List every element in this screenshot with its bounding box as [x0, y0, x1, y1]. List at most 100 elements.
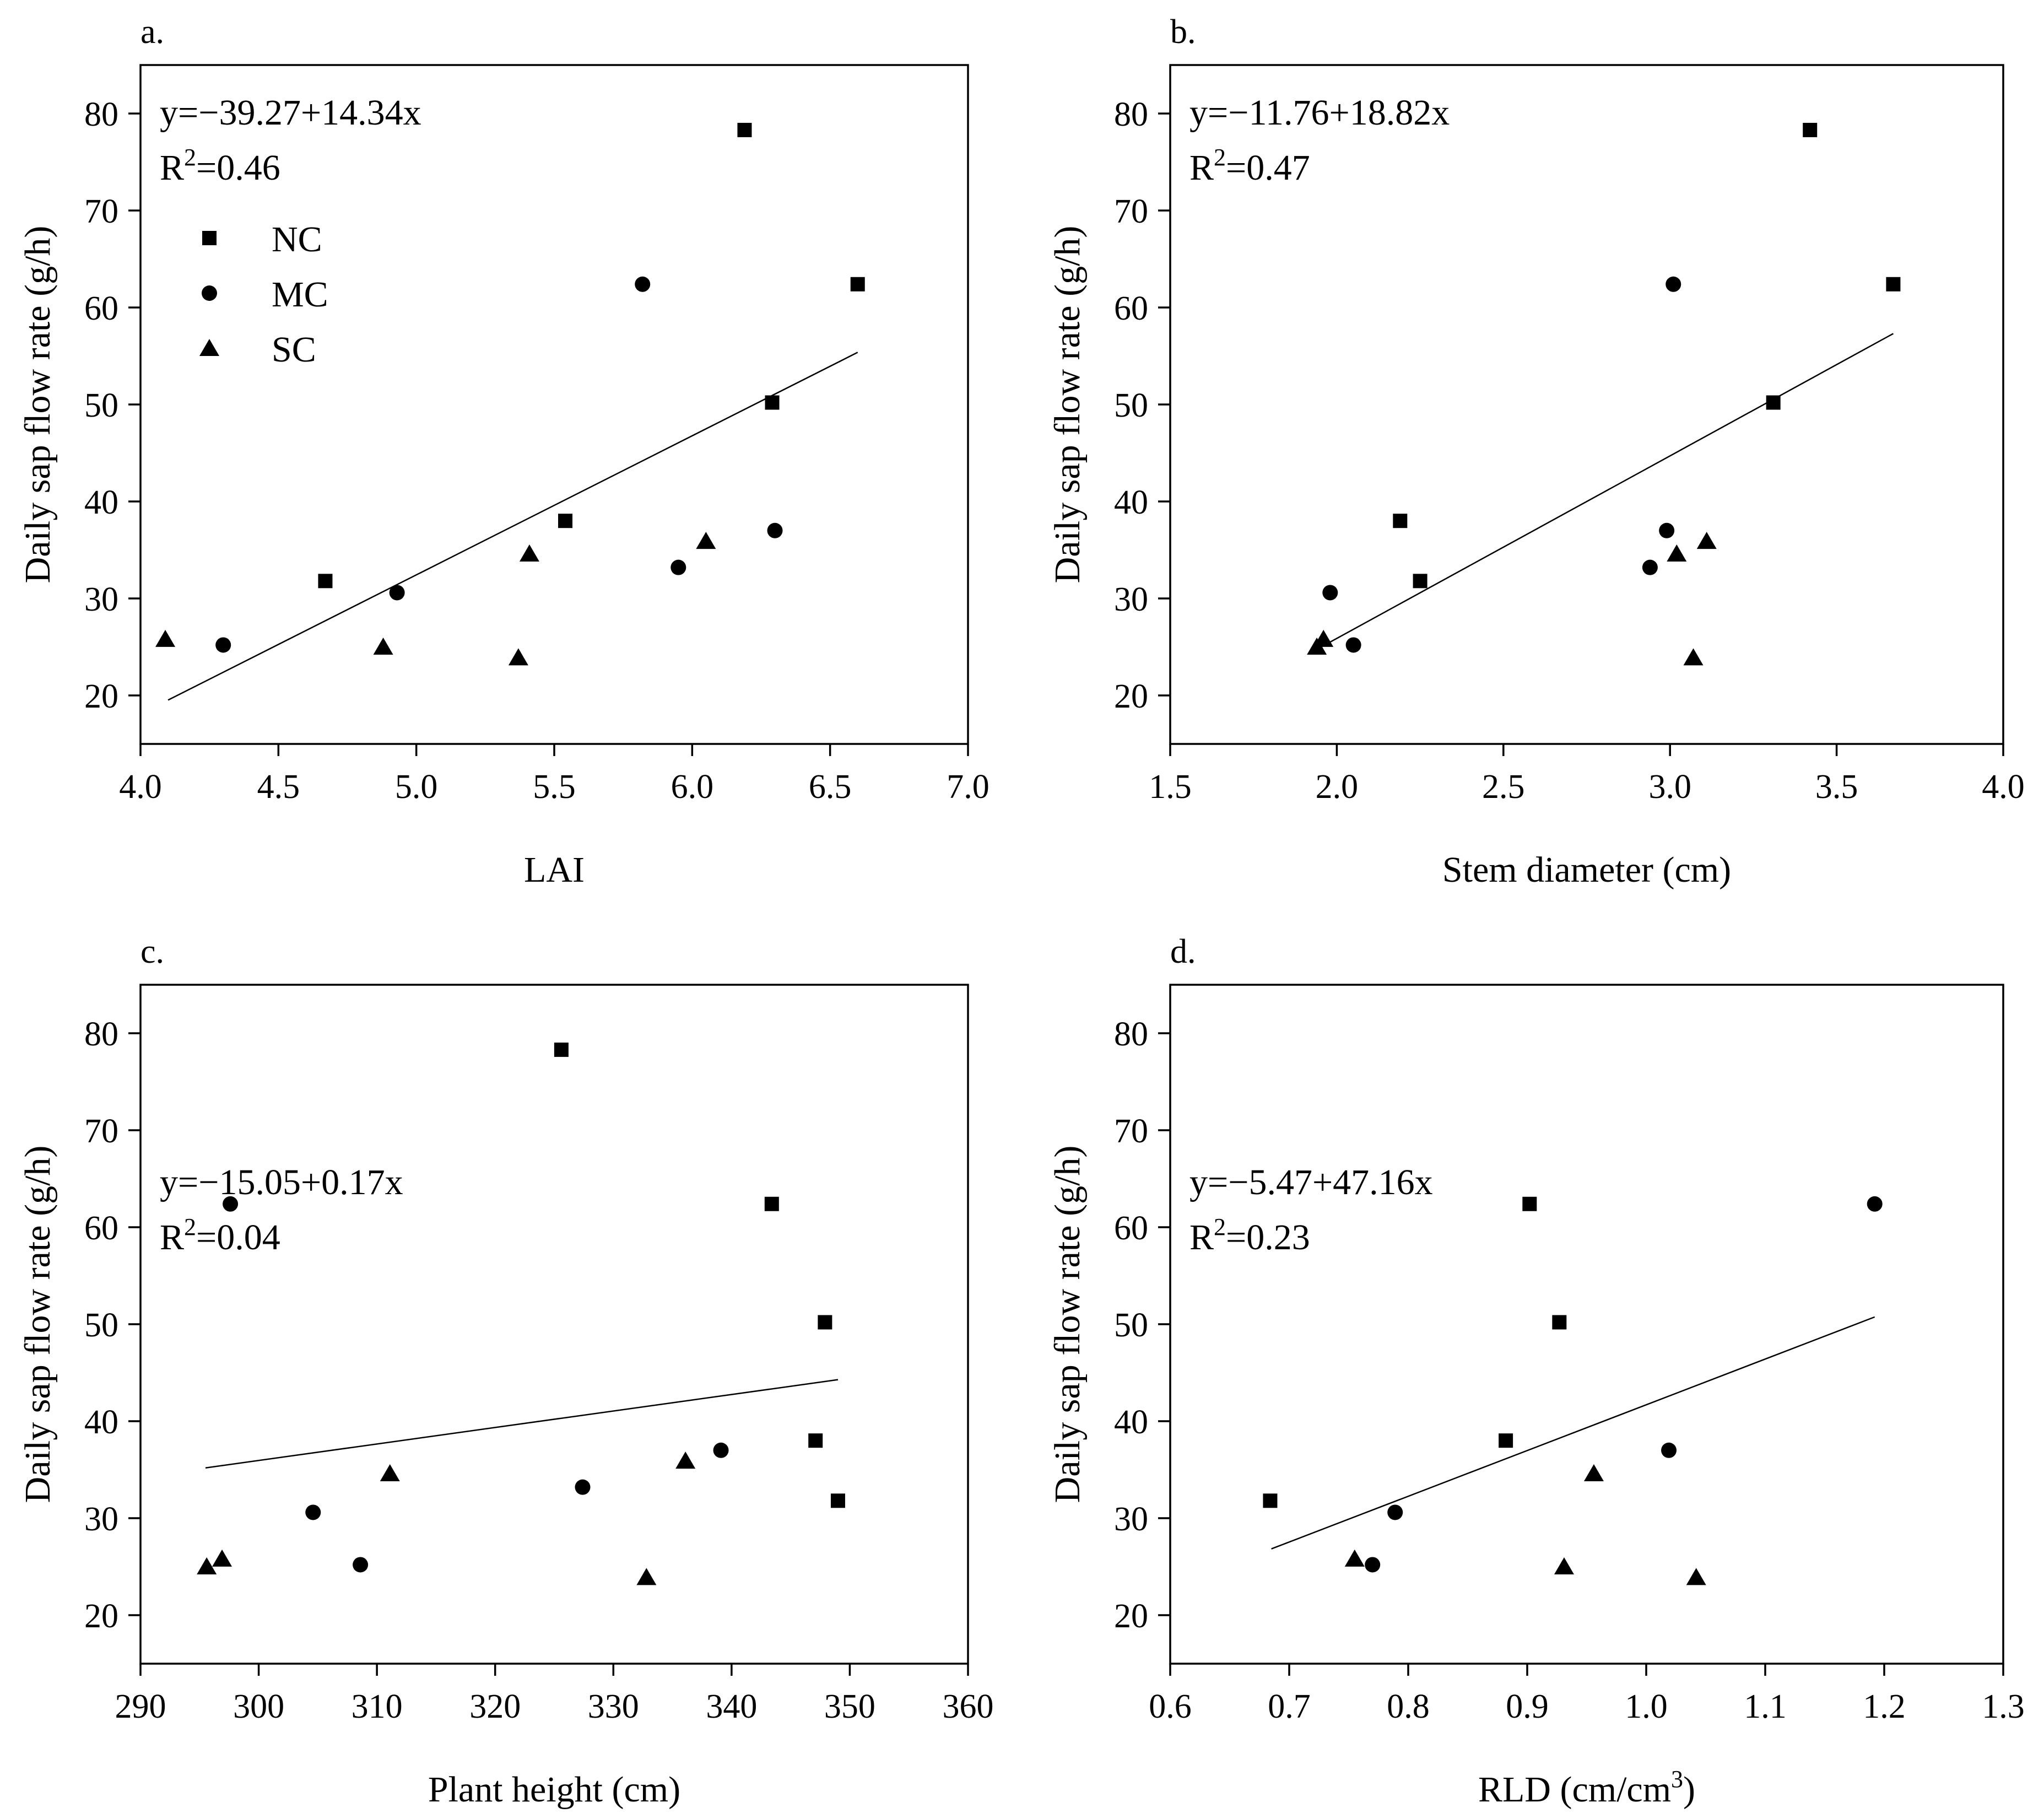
data-point-sc	[155, 629, 176, 647]
data-point-nc	[1393, 514, 1408, 528]
y-tick-label: 50	[1114, 1307, 1148, 1344]
data-point-sc	[1667, 544, 1687, 562]
x-tick-label: 360	[943, 1688, 994, 1725]
panel-letter: a.	[140, 13, 164, 51]
x-tick-label: 0.6	[1149, 1688, 1192, 1725]
data-point-nc	[1552, 1315, 1567, 1330]
x-axis-label: Plant height (cm)	[428, 1769, 680, 1810]
data-point-mc	[223, 1196, 239, 1212]
y-tick-label: 70	[84, 1113, 118, 1150]
chart-panel-d: d. 0.6 0.7 0.8 0.9 1.0 1.1 1.2 1.3 20 30 40 50 60 70 80…	[1047, 933, 2025, 1810]
y-tick-label: 60	[1114, 1210, 1148, 1247]
regression-equation: y=−5.47+47.16x	[1189, 1162, 1433, 1202]
x-tick-label: 300	[233, 1688, 284, 1725]
data-point-nc	[1413, 574, 1427, 589]
x-tick-label: 320	[469, 1688, 521, 1725]
y-tick-label: 30	[1114, 581, 1148, 618]
y-tick-label: 40	[84, 484, 118, 521]
y-tick-label: 80	[1114, 96, 1148, 133]
data-point-nc	[558, 514, 573, 528]
data-point-sc	[1686, 1568, 1706, 1585]
y-tick-label: 40	[84, 1404, 118, 1441]
data-point-mc	[215, 637, 231, 653]
y-axis-label: Daily sap flow rate (g/h)	[1047, 1146, 1088, 1503]
data-point-nc	[554, 1042, 569, 1057]
r-squared: R2=0.47	[1189, 144, 1310, 188]
legend-label-mc: MC	[272, 274, 328, 315]
y-tick-label: 70	[1114, 193, 1148, 230]
y-tick-label: 20	[84, 1598, 118, 1635]
data-point-nc	[1263, 1493, 1278, 1508]
x-tick-label: 5.0	[395, 768, 438, 806]
y-tick-label: 70	[84, 193, 118, 230]
data-point-mc	[1345, 637, 1361, 653]
legend-marker-nc	[202, 231, 217, 245]
y-tick-label: 70	[1114, 1113, 1148, 1150]
r-squared: R2=0.23	[1189, 1213, 1310, 1258]
x-axis-label: Stem diameter (cm)	[1442, 850, 1731, 890]
x-tick-label: 290	[115, 1688, 166, 1725]
x-tick-label: 4.0	[119, 768, 162, 806]
y-tick-label: 30	[1114, 1501, 1148, 1538]
data-point-mc	[767, 522, 783, 538]
data-point-nc	[1522, 1196, 1537, 1211]
data-point-mc	[353, 1557, 369, 1573]
x-tick-label: 7.0	[947, 768, 989, 806]
y-tick-label: 20	[84, 678, 118, 715]
panel-letter: c.	[140, 933, 164, 970]
legend: NC MC SC	[199, 219, 328, 370]
data-point-mc	[389, 585, 405, 601]
x-tick-label: 6.0	[671, 768, 714, 806]
data-point-sc	[696, 532, 716, 549]
x-tick-label: 1.5	[1149, 768, 1192, 806]
data-point-mc	[305, 1504, 321, 1520]
regression-line	[205, 1379, 839, 1469]
data-point-mc	[1867, 1196, 1883, 1212]
chart-panel-b: b. 1.5 2.0 2.5 3.0 3.5 4.0 20 30 40 50 60 70 80 Stem d…	[1047, 13, 2025, 890]
x-tick-label: 350	[824, 1688, 875, 1725]
data-point-mc	[635, 276, 651, 292]
legend-marker-sc	[199, 339, 219, 356]
x-tick-label: 340	[706, 1688, 757, 1725]
data-point-sc	[197, 1557, 217, 1574]
y-tick-label: 80	[1114, 1016, 1148, 1053]
x-axis-label: LAI	[524, 850, 585, 890]
data-point-sc	[373, 638, 393, 655]
chart-panel-c: c. 290 300 310 320 330 340 350 360 20 30 40 50 60 70 80…	[18, 933, 994, 1810]
data-point-nc	[1886, 277, 1901, 292]
data-point-sc	[519, 544, 539, 562]
x-tick-label: 0.8	[1387, 1688, 1430, 1725]
data-point-mc	[670, 559, 686, 575]
x-tick-label: 1.2	[1863, 1688, 1906, 1725]
y-tick-label: 30	[84, 581, 118, 618]
legend-marker-mc	[202, 285, 217, 301]
data-point-sc	[1696, 532, 1717, 549]
data-point-sc	[1683, 648, 1704, 666]
data-point-mc	[1659, 522, 1675, 538]
r-squared: R2=0.04	[160, 1213, 280, 1258]
data-point-nc	[808, 1433, 823, 1448]
y-tick-label: 40	[1114, 484, 1148, 521]
plot-frame	[139, 984, 969, 1665]
x-tick-label: 0.7	[1268, 1688, 1311, 1725]
data-point-sc	[1313, 629, 1334, 647]
y-tick-label: 50	[84, 387, 118, 424]
data-point-sc	[1583, 1464, 1604, 1482]
x-tick-label: 1.0	[1625, 1688, 1668, 1725]
regression-equation: y=−11.76+18.82x	[1189, 93, 1450, 133]
data-point-nc	[737, 122, 752, 137]
x-tick-label: 4.5	[257, 768, 300, 806]
data-point-nc	[1499, 1433, 1513, 1448]
data-point-mc	[1365, 1557, 1381, 1573]
x-tick-label: 6.5	[809, 768, 852, 806]
data-point-nc	[765, 395, 780, 410]
data-point-nc	[318, 574, 333, 589]
y-tick-label: 50	[84, 1307, 118, 1344]
data-point-mc	[1642, 559, 1658, 575]
data-point-nc	[850, 277, 865, 292]
regression-line	[1320, 333, 1894, 649]
legend-label-nc: NC	[272, 219, 322, 260]
x-tick-label: 3.5	[1815, 768, 1858, 806]
x-tick-label: 4.0	[1982, 768, 2025, 806]
